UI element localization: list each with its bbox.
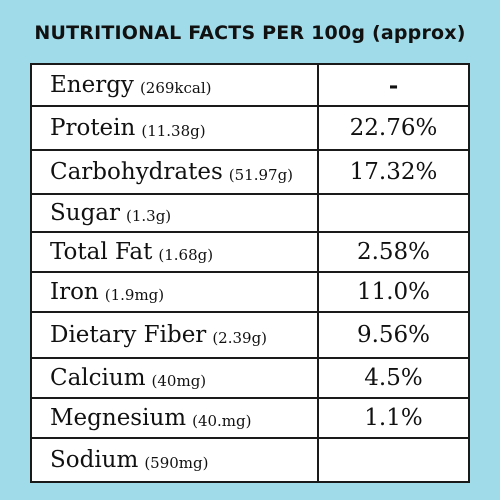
table-row-megnesium: Megnesium (40.mg) 1.1% [32,397,468,437]
nutrient-value: 9.56% [356,322,431,348]
nutrient-quantity: (2.39g) [212,329,268,347]
nutrient-value: 17.32% [349,159,438,185]
nutrient-quantity: (1.9mg) [104,286,165,304]
nutrient-name: Calcium [50,365,146,391]
nutrient-value: 22.76% [349,115,438,141]
table-row-sugar: Sugar (1.3g) [32,193,468,231]
nutrient-value [319,195,468,231]
nutrient-name-cell: Protein (11.38g) [50,107,206,149]
nutrient-name: Iron [50,279,99,305]
nutrient-name-cell: Calcium (40mg) [50,359,206,397]
table-row-carbohydrates: Carbohydrates (51.97g) 17.32% [32,149,468,193]
nutrient-name: Carbohydrates [50,159,223,185]
nutrient-name-cell: Sugar (1.3g) [50,195,171,231]
nutrient-name: Sodium [50,447,139,473]
nutrient-value: 11.0% [356,279,431,305]
nutrient-name-cell: Megnesium (40.mg) [50,399,251,437]
column-divider [317,65,319,481]
nutrient-value: - [388,71,399,99]
nutrient-name: Protein [50,115,136,141]
table-row-calcium: Calcium (40mg) 4.5% [32,357,468,397]
table-row-iron: Iron (1.9mg) 11.0% [32,271,468,311]
nutrition-title: NUTRITIONAL FACTS PER 100g (approx) [34,22,466,44]
nutrient-value: 1.1% [364,405,423,431]
nutrient-value [319,439,468,481]
nutrient-name: Dietary Fiber [50,322,207,348]
nutrient-name: Sugar [50,200,120,226]
nutrient-value: 2.58% [356,239,431,265]
nutrient-quantity: (40.mg) [192,412,252,430]
nutrient-name-cell: Sodium (590mg) [50,439,208,481]
nutrient-name-cell: Dietary Fiber (2.39g) [50,313,267,357]
nutrient-quantity: (40mg) [151,372,207,390]
table-row-sodium: Sodium (590mg) [32,437,468,481]
nutrient-quantity: (1.3g) [126,207,172,225]
nutrient-quantity: (11.38g) [141,122,206,140]
nutrient-name-cell: Iron (1.9mg) [50,273,164,311]
nutrient-name-cell: Total Fat (1.68g) [50,233,213,271]
nutrient-value: 4.5% [364,365,423,391]
nutrient-name: Megnesium [50,405,187,431]
nutrient-name-cell: Energy (269kcal) [50,65,212,105]
table-row-dietary-fiber: Dietary Fiber (2.39g) 9.56% [32,311,468,357]
nutrient-quantity: (1.68g) [158,246,214,264]
nutrition-table: Energy (269kcal) - Protein (11.38g) 22.7… [30,63,470,483]
table-row-total-fat: Total Fat (1.68g) 2.58% [32,231,468,271]
table-row-protein: Protein (11.38g) 22.76% [32,105,468,149]
nutrient-name: Energy [50,72,134,98]
nutrient-name: Total Fat [50,239,153,265]
table-row-energy: Energy (269kcal) - [32,65,468,105]
nutrient-quantity: (269kcal) [139,79,212,97]
nutrient-quantity: (590mg) [144,454,209,472]
nutrient-quantity: (51.97g) [228,166,294,184]
nutrient-name-cell: Carbohydrates (51.97g) [50,151,293,193]
